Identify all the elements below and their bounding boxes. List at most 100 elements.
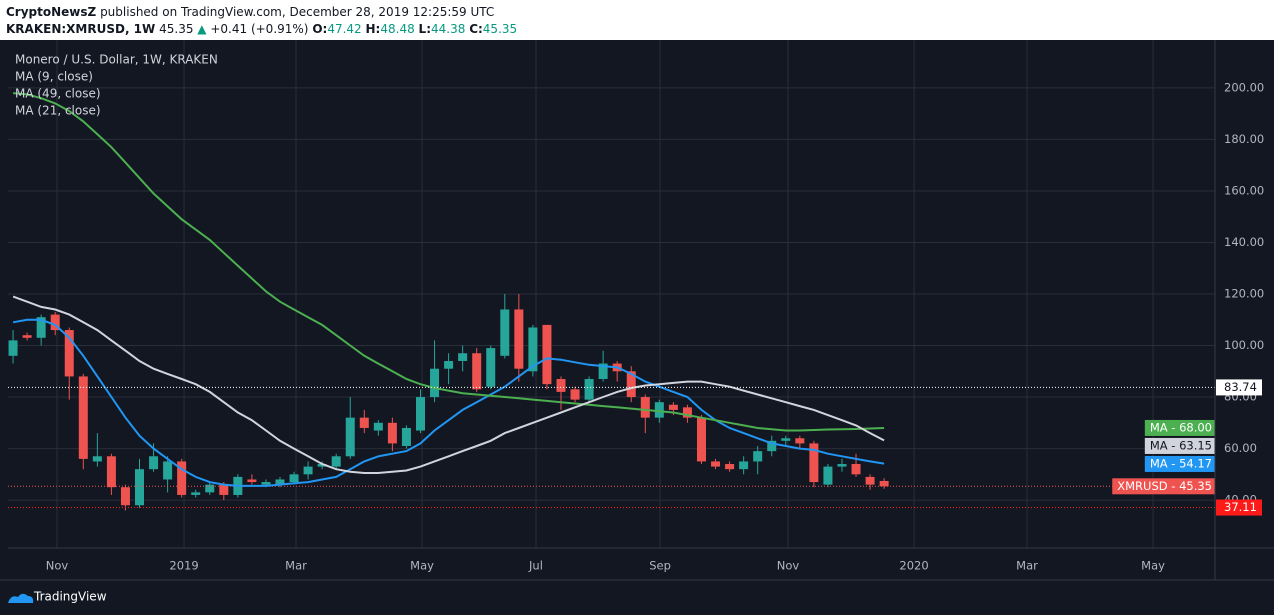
candle-body bbox=[781, 438, 791, 441]
candle-body bbox=[640, 397, 650, 418]
candle-body bbox=[542, 324, 552, 385]
candle-body bbox=[458, 353, 468, 361]
y-tick-label: 60.00 bbox=[1224, 441, 1257, 455]
price-line-box bbox=[1216, 379, 1262, 396]
candle-body bbox=[472, 353, 482, 390]
x-tick-label: May bbox=[410, 559, 434, 573]
candle-body bbox=[22, 335, 32, 338]
candle-body bbox=[556, 379, 566, 392]
x-tick-label: May bbox=[1141, 559, 1165, 573]
candle-body bbox=[711, 461, 721, 467]
price-line-label: 37.11 bbox=[1224, 500, 1257, 514]
legend-entry: MA (9, close) bbox=[15, 70, 93, 84]
grid bbox=[8, 40, 1215, 548]
candle-body bbox=[149, 456, 159, 470]
candle-body bbox=[219, 484, 229, 495]
candle-body bbox=[626, 371, 636, 398]
candle-body bbox=[682, 407, 692, 418]
price-line-box bbox=[1216, 499, 1262, 516]
header-line: CryptoNewsZ published on TradingView.com… bbox=[6, 5, 494, 19]
y-tick-label: 180.00 bbox=[1224, 132, 1264, 146]
ma-line bbox=[12, 318, 885, 487]
x-tick-label: Nov bbox=[777, 559, 800, 573]
axis-value-box bbox=[1144, 419, 1215, 436]
candle-body bbox=[373, 422, 383, 431]
ma-line bbox=[13, 92, 885, 432]
axis-value-box bbox=[1144, 455, 1215, 472]
axis-value-box bbox=[1144, 437, 1215, 454]
candle-body bbox=[92, 456, 102, 462]
author: CryptoNewsZ bbox=[6, 5, 97, 19]
candle-body bbox=[739, 461, 749, 470]
candle-body bbox=[289, 474, 299, 483]
candle-body bbox=[753, 451, 763, 462]
legend-title: Monero / U.S. Dollar, 1W, KRAKEN bbox=[15, 53, 218, 67]
high-value: 48.48 bbox=[380, 22, 414, 36]
legend-entry: MA (21, close) bbox=[15, 104, 101, 118]
candle-body bbox=[767, 440, 777, 452]
x-tick-label: 2019 bbox=[169, 559, 198, 573]
candle-body bbox=[8, 340, 18, 356]
candle-body bbox=[331, 456, 341, 467]
open-label: O: bbox=[312, 22, 327, 36]
close-value: 45.35 bbox=[483, 22, 517, 36]
overlay: 40.0060.0080.00100.00120.00140.00160.001… bbox=[46, 80, 1264, 572]
candle-body bbox=[486, 348, 496, 387]
candle-body bbox=[163, 461, 173, 480]
x-tick-label: Jul bbox=[528, 559, 543, 573]
last-price: 45.35 bbox=[159, 22, 193, 36]
y-tick-label: 160.00 bbox=[1224, 183, 1264, 197]
candle-body bbox=[865, 476, 875, 485]
x-tick-label: 2020 bbox=[899, 559, 928, 573]
candle-body bbox=[78, 376, 88, 459]
candle-body bbox=[823, 466, 833, 485]
candle-body bbox=[430, 368, 440, 398]
candle-body bbox=[401, 427, 411, 446]
candle-body bbox=[275, 479, 285, 485]
price-line-label: 83.74 bbox=[1224, 380, 1257, 394]
change: +0.41 (+0.91%) bbox=[210, 22, 308, 36]
candle-body bbox=[359, 417, 369, 428]
axis-value-label: MA - 63.15 bbox=[1150, 438, 1212, 452]
symbol-line: KRAKEN:XMRUSD, 1W 45.35 ▲ +0.41 (+0.91%)… bbox=[6, 22, 517, 36]
candle-body bbox=[120, 487, 130, 506]
candle-body bbox=[500, 309, 510, 356]
candle-body bbox=[795, 438, 805, 444]
candle-body bbox=[177, 461, 187, 495]
legend-entry: MA (49, close) bbox=[15, 87, 101, 101]
candle-body bbox=[303, 466, 313, 475]
published: published on TradingView.com, December 2… bbox=[100, 5, 494, 19]
x-tick-label: Sep bbox=[649, 559, 671, 573]
logo bbox=[8, 593, 34, 603]
axis-value-box bbox=[1112, 478, 1215, 495]
y-tick-label: 100.00 bbox=[1224, 338, 1264, 352]
candle-body bbox=[64, 330, 74, 377]
axis-value-label: MA - 68.00 bbox=[1150, 420, 1212, 434]
axis-value-label: XMRUSD - 45.35 bbox=[1117, 479, 1212, 493]
candle-body bbox=[584, 379, 594, 400]
candle-body bbox=[879, 480, 889, 487]
brand: TradingView bbox=[33, 590, 107, 604]
low-label: L: bbox=[419, 22, 431, 36]
candle-body bbox=[528, 327, 538, 372]
candle-body bbox=[135, 469, 145, 506]
candle-body bbox=[106, 456, 116, 488]
candle-body bbox=[387, 422, 397, 444]
x-tick-label: Mar bbox=[1016, 559, 1038, 573]
candle-body bbox=[598, 363, 608, 380]
candle-body bbox=[50, 314, 60, 331]
candle-body bbox=[725, 464, 735, 470]
candle-body bbox=[205, 484, 215, 493]
candle-body bbox=[654, 402, 664, 418]
candle-body bbox=[696, 417, 706, 462]
ma-line bbox=[12, 295, 885, 474]
axis-value-label: MA - 54.17 bbox=[1150, 456, 1212, 470]
candle-body bbox=[668, 404, 678, 410]
candle-body bbox=[191, 492, 201, 495]
candle-body bbox=[261, 482, 271, 485]
arrow: ▲ bbox=[197, 22, 207, 36]
symbol: KRAKEN:XMRUSD, 1W bbox=[6, 22, 155, 36]
high-label: H: bbox=[366, 22, 381, 36]
